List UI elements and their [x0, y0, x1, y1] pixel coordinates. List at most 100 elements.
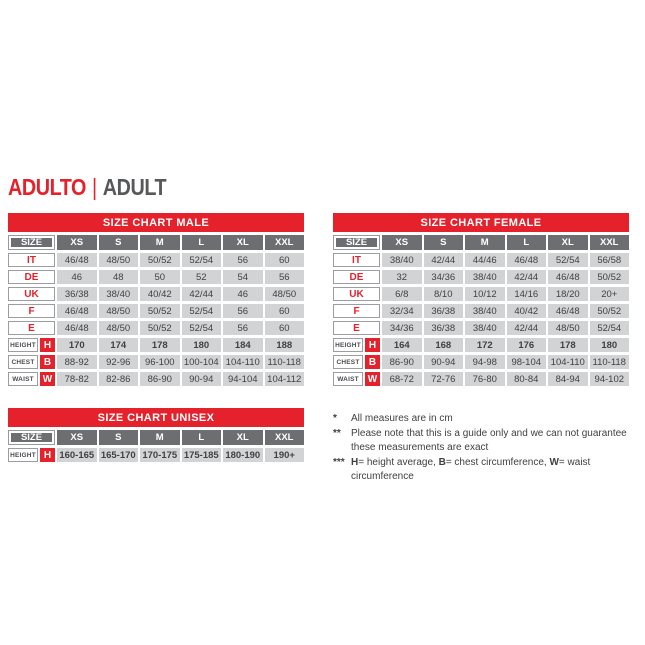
measure-value-cell: 98-104: [506, 355, 546, 369]
size-value-cell: 46/48: [506, 253, 546, 267]
size-value-cell: 50: [140, 270, 180, 284]
size-column-header: SIZE: [8, 430, 55, 445]
row-label-f: F: [8, 304, 55, 318]
footnote-segment: W: [549, 457, 559, 468]
size-value-cell: 52/54: [181, 304, 221, 318]
measure-value-cell: 78-82: [57, 372, 97, 386]
measure-value-cell: 90-94: [181, 372, 221, 386]
measure-label-height: HEIGHT H: [8, 448, 55, 462]
column-header-xs: XS: [57, 430, 97, 445]
measure-value-cell: 82-86: [98, 372, 138, 386]
footnote-segment: B: [438, 457, 446, 468]
measure-name: WAIST: [333, 372, 363, 386]
measure-value-cell: 84-94: [548, 372, 588, 386]
size-value-cell: 6/8: [382, 287, 422, 301]
measure-letter-b: B: [40, 355, 55, 369]
measure-value-cell: 180: [181, 338, 221, 352]
column-header-xxl: XXL: [264, 430, 304, 445]
size-value-cell: 52/54: [589, 321, 629, 335]
size-value-cell: 56: [223, 253, 263, 267]
size-value-cell: 20+: [589, 287, 629, 301]
measure-value-cell: 168: [423, 338, 463, 352]
size-value-cell: 46/48: [57, 321, 97, 335]
page-title-separator: |: [92, 174, 97, 200]
column-header-m: M: [465, 235, 505, 250]
measure-name: HEIGHT: [8, 338, 38, 352]
size-value-cell: 50/52: [140, 321, 180, 335]
size-value-cell: 60: [264, 253, 304, 267]
measure-value-cell: 88-92: [57, 355, 97, 369]
size-value-cell: 42/44: [506, 321, 546, 335]
size-value-cell: 40/42: [506, 304, 546, 318]
measure-label-height: HEIGHT H: [333, 338, 380, 352]
measure-value-cell: 188: [264, 338, 304, 352]
column-header-l: L: [181, 430, 221, 445]
row-label-de: DE: [8, 270, 55, 284]
measure-value-cell: 76-80: [465, 372, 505, 386]
footnote-text: All measures are in cm: [351, 412, 643, 426]
page-title: ADULTO | ADULT: [8, 174, 167, 201]
size-value-cell: 38/40: [465, 321, 505, 335]
size-value-cell: 52: [181, 270, 221, 284]
table-title-female: SIZE CHART FEMALE: [333, 213, 629, 232]
column-header-m: M: [140, 235, 180, 250]
measure-label-chest: CHEST B: [8, 355, 55, 369]
size-value-cell: 44/46: [465, 253, 505, 267]
measure-value-cell: 104-112: [264, 372, 304, 386]
size-value-cell: 60: [264, 304, 304, 318]
size-value-cell: 56: [223, 321, 263, 335]
size-value-cell: 38/40: [382, 253, 422, 267]
row-label-uk: UK: [8, 287, 55, 301]
size-value-cell: 48/50: [98, 321, 138, 335]
measure-label-height: HEIGHT H: [8, 338, 55, 352]
measure-value-cell: 190+: [264, 448, 304, 462]
page-title-primary: ADULTO: [8, 174, 87, 200]
size-value-cell: 48/50: [98, 304, 138, 318]
measure-name: HEIGHT: [8, 448, 38, 462]
measure-value-cell: 104-110: [223, 355, 263, 369]
size-value-cell: 42/44: [423, 253, 463, 267]
measure-value-cell: 160-165: [57, 448, 97, 462]
measure-value-cell: 68-72: [382, 372, 422, 386]
footnote: *** H= height average, B= chest circumfer…: [333, 456, 643, 484]
column-header-s: S: [98, 430, 138, 445]
measure-value-cell: 174: [98, 338, 138, 352]
table-title-unisex: SIZE CHART UNISEX: [8, 408, 304, 427]
column-header-xs: XS: [57, 235, 97, 250]
measure-value-cell: 100-104: [181, 355, 221, 369]
size-value-cell: 56: [264, 270, 304, 284]
measure-label-chest: CHEST B: [333, 355, 380, 369]
measure-value-cell: 86-90: [382, 355, 422, 369]
size-value-cell: 40/42: [140, 287, 180, 301]
row-label-e: E: [333, 321, 380, 335]
measure-value-cell: 86-90: [140, 372, 180, 386]
measure-letter-b: B: [365, 355, 380, 369]
measure-value-cell: 178: [548, 338, 588, 352]
measure-value-cell: 94-102: [589, 372, 629, 386]
footnote-text: Please note that this is a guide only an…: [351, 427, 643, 455]
measure-value-cell: 184: [223, 338, 263, 352]
size-value-cell: 54: [223, 270, 263, 284]
size-value-cell: 50/52: [589, 270, 629, 284]
size-value-cell: 42/44: [506, 270, 546, 284]
measure-letter-h: H: [40, 338, 55, 352]
size-value-cell: 38/40: [465, 304, 505, 318]
row-label-e: E: [8, 321, 55, 335]
size-value-cell: 48/50: [548, 321, 588, 335]
size-value-cell: 56: [223, 304, 263, 318]
size-value-cell: 34/36: [382, 321, 422, 335]
column-header-xs: XS: [382, 235, 422, 250]
size-value-cell: 42/44: [181, 287, 221, 301]
size-value-cell: 52/54: [548, 253, 588, 267]
measure-label-waist: WAIST W: [8, 372, 55, 386]
size-value-cell: 50/52: [140, 253, 180, 267]
size-value-cell: 60: [264, 321, 304, 335]
measure-name: CHEST: [8, 355, 38, 369]
measure-value-cell: 165-170: [98, 448, 138, 462]
column-header-l: L: [181, 235, 221, 250]
size-value-cell: 52/54: [181, 321, 221, 335]
measure-name: WAIST: [8, 372, 38, 386]
footnotes: * All measures are in cm ** Please note tha…: [333, 412, 643, 485]
footnote-segment: = height average,: [358, 457, 439, 468]
measure-value-cell: 72-76: [423, 372, 463, 386]
